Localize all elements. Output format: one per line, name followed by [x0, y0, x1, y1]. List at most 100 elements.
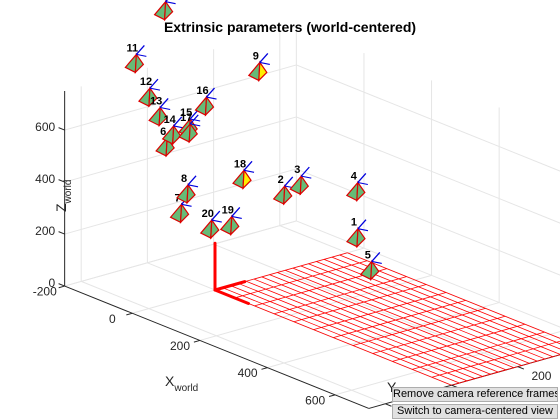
camera-frame-axis — [301, 175, 312, 179]
camera-frame-axis — [259, 61, 270, 65]
pattern-line — [269, 274, 507, 371]
camera-label: 15 — [180, 107, 192, 119]
pattern-line — [313, 292, 447, 331]
pattern-line — [284, 269, 522, 366]
x-tick-mark — [58, 285, 65, 289]
camera-2: 2 — [272, 174, 295, 206]
pattern-line — [347, 252, 560, 339]
camera-8: 8 — [176, 173, 199, 205]
x-axis-label-sub: world — [173, 383, 198, 394]
pattern-line — [372, 315, 506, 354]
camera-pyramid-face — [230, 214, 240, 236]
x-axis-label: Xworld — [165, 373, 198, 394]
switch-camera-view-button[interactable]: Switch to camera-centered view — [392, 404, 558, 419]
camera-label: 9 — [253, 50, 259, 62]
camera-label: 20 — [202, 208, 214, 220]
origin-x-axis — [213, 288, 250, 305]
camera-pyramid-face — [242, 168, 252, 190]
pattern-line — [246, 280, 483, 377]
floor-gridline-x — [267, 302, 500, 369]
camera-frame-axis — [190, 118, 201, 122]
camera-14: 14 — [161, 114, 184, 146]
camera-4: 4 — [345, 170, 368, 203]
calibration-pattern — [214, 252, 560, 386]
x-axis-line — [64, 285, 370, 409]
z-axis-label-main: Z — [53, 203, 69, 212]
camera-pyramid-face — [345, 180, 359, 202]
camera-label: 3 — [294, 164, 300, 176]
camera-17: 17 — [178, 112, 201, 144]
x-tick-label: 200 — [170, 339, 190, 353]
camera-frame-axis — [357, 173, 367, 183]
camera-pyramid-face — [158, 105, 168, 128]
camera-frame-axis — [206, 87, 215, 98]
pattern-line — [222, 287, 460, 384]
camera-11: 11 — [124, 42, 147, 74]
pattern-line — [277, 272, 515, 369]
camera-10: 10 — [153, 0, 176, 22]
z-tick-label: 200 — [35, 224, 55, 238]
pattern-line — [261, 276, 499, 373]
camera-frame-axis — [357, 181, 368, 186]
camera-frame-axis — [149, 78, 159, 89]
pattern-line — [253, 278, 491, 375]
x-tick-label: -200 — [33, 285, 57, 299]
side-wall-gridline-z — [296, 116, 560, 224]
camera-label: 1 — [351, 217, 357, 229]
pattern-line — [333, 300, 466, 338]
x-tick-label: 0 — [109, 312, 116, 326]
camera-frame-axis — [159, 98, 169, 108]
camera-frame-axis — [181, 203, 192, 207]
camera-frame-axis — [165, 1, 176, 5]
camera-label: 5 — [365, 249, 371, 261]
pattern-line — [323, 258, 560, 355]
camera-pyramid-face — [134, 52, 145, 74]
camera-frame-axis — [300, 166, 310, 177]
camera-label: 13 — [150, 95, 162, 107]
camera-1: 1 — [346, 217, 369, 249]
z-tick-mark — [58, 127, 65, 131]
camera-frame-axis — [259, 53, 269, 63]
z-axis-label: Zworld — [53, 180, 74, 212]
z-tick-mark — [58, 179, 65, 183]
camera-12: 12 — [138, 76, 161, 108]
floor-gridline-y — [213, 243, 518, 368]
camera-pyramid-face — [232, 168, 245, 190]
camera-13: 13 — [148, 95, 171, 128]
camera-pyramid-face — [194, 95, 208, 117]
camera-pyramid-face — [188, 122, 199, 144]
camera-label: 8 — [181, 173, 187, 185]
camera-pyramid-face — [204, 95, 215, 117]
camera-pyramid-face — [272, 184, 286, 205]
camera-pyramid-face — [199, 218, 213, 240]
z-tick-label: 600 — [35, 120, 55, 134]
camera-pyramid-face — [370, 259, 380, 281]
remove-camera-frames-button[interactable]: Remove camera reference frames — [392, 387, 558, 402]
pattern-line — [308, 263, 546, 360]
camera-19: 19 — [219, 204, 242, 236]
camera-frame-axis — [173, 125, 184, 129]
pattern-line — [412, 331, 545, 370]
camera-frame-axis — [149, 87, 161, 91]
side-wall-gridline-z — [296, 64, 560, 172]
camera-frames: 1234567891011121314151617181920 — [124, 0, 382, 281]
camera-pyramid-face — [258, 60, 268, 82]
camera-frame-axis — [211, 219, 222, 223]
camera-3: 3 — [289, 164, 312, 196]
camera-label: 18 — [234, 158, 246, 170]
camera-label: 11 — [127, 42, 139, 54]
camera-frame-axis — [284, 176, 294, 187]
camera-pyramid-face — [153, 0, 167, 21]
side-wall-gridline-z — [296, 220, 560, 328]
x-tick-label: 400 — [238, 366, 258, 380]
back-wall-gridline-z — [64, 116, 297, 183]
pattern-line — [238, 283, 476, 380]
floor-gridline-x — [199, 274, 432, 341]
back-wall-gridline-z — [64, 220, 297, 287]
side-wall-gridline-z — [296, 168, 560, 276]
x-tick-mark — [261, 367, 268, 370]
camera-frame-axis — [135, 44, 145, 55]
camera-frame-axis — [189, 114, 199, 125]
y-tick-mark — [385, 403, 392, 407]
